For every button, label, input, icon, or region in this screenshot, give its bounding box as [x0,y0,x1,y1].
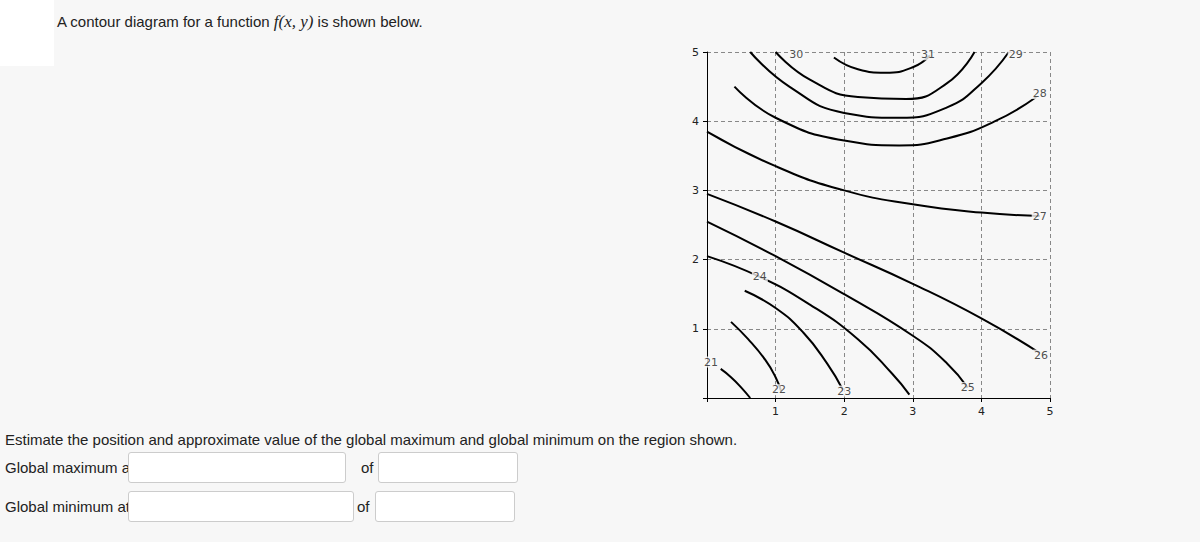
svg-text:5: 5 [692,46,699,59]
svg-text:4: 4 [692,115,699,128]
svg-text:2: 2 [692,253,699,266]
html-text:Estimate the position and appr: Estimate the position and approximate va… [5,431,738,448]
svg-text:25: 25 [961,381,975,394]
svg-text:27: 27 [1033,210,1047,223]
html-text:Global minimum at: Global minimum at [5,498,130,515]
svg-text:5: 5 [1047,405,1054,418]
svg-text:24: 24 [753,270,767,283]
html-text:Global maximum at: Global maximum at [5,459,135,476]
svg-text:30: 30 [789,48,803,61]
svg-text:1: 1 [772,405,779,418]
svg-text:22: 22 [772,383,786,396]
svg-text:23: 23 [837,385,851,398]
svg-text:4: 4 [978,405,985,418]
svg-text:26: 26 [1034,349,1048,362]
svg-text:28: 28 [1033,87,1047,100]
svg-text:29: 29 [1009,48,1023,61]
svg-text:2: 2 [841,405,848,418]
svg-text:3: 3 [692,184,699,197]
svg-text:3: 3 [909,405,916,418]
html-text:of: of [361,459,374,476]
svg-text:1: 1 [692,322,699,335]
svg-text:31: 31 [921,48,935,61]
html-text:of: of [357,498,370,515]
svg-text:21: 21 [704,356,718,369]
html-text:A contour diagram for a functi: A contour diagram for a function f(x, y)… [57,12,423,31]
